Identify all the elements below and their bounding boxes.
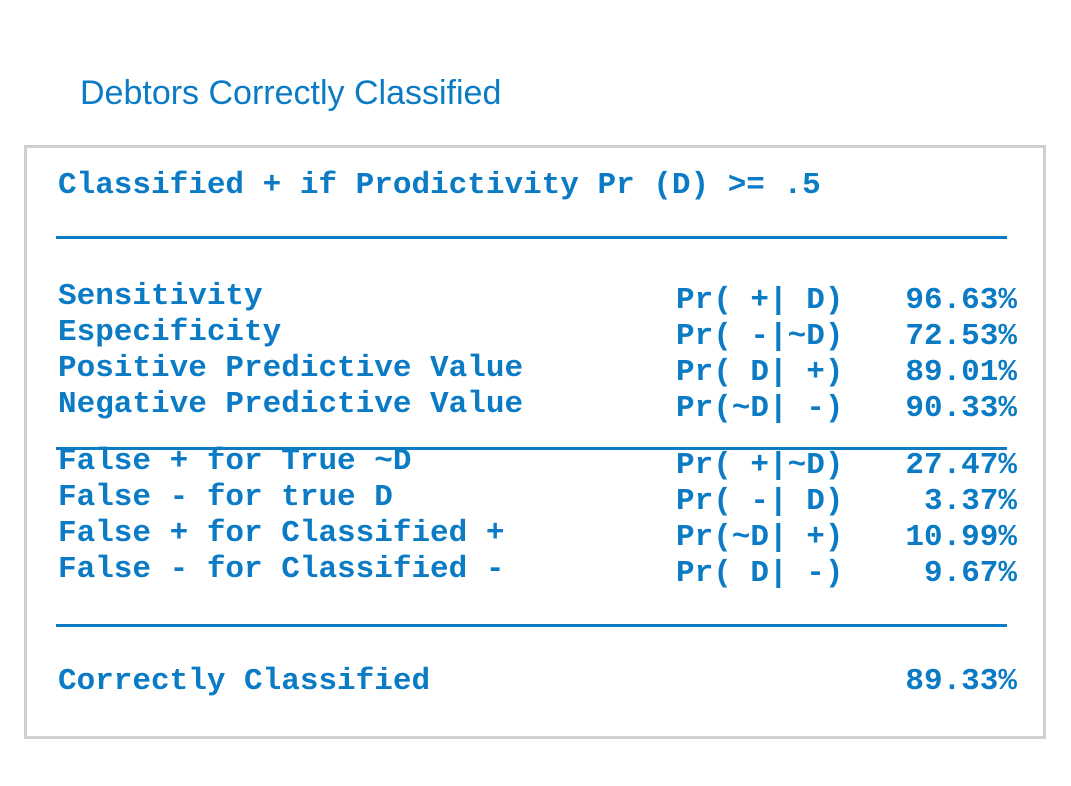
row-probability: Pr( -|~D) [676, 319, 844, 354]
row-probability: Pr( D| -) [676, 556, 844, 591]
row-probability: Pr(~D| +) [676, 520, 844, 555]
row-probability: Pr(~D| -) [676, 391, 844, 426]
divider-top [56, 236, 1007, 239]
row-value: 9.67% [923, 556, 1017, 591]
row-value: 3.37% [923, 484, 1017, 519]
classification-table-box [24, 145, 1046, 739]
table-header: Classified + if Prodictivity Pr (D) >= .… [58, 168, 821, 203]
row-label: Sensitivity [58, 279, 263, 314]
row-value: 90.33% [905, 391, 1017, 426]
row-value: 10.99% [905, 520, 1017, 555]
row-value: 72.53% [905, 319, 1017, 354]
row-label: Especificity [58, 315, 282, 350]
row-label: False - for true D [58, 480, 393, 515]
row-label: Positive Predictive Value [58, 351, 524, 386]
row-probability: Pr( D| +) [676, 355, 844, 390]
row-value: 27.47% [905, 448, 1017, 483]
row-probability: Pr( -| D) [676, 484, 844, 519]
row-probability: Pr( +| D) [676, 283, 844, 318]
row-probability: Pr( +|~D) [676, 448, 844, 483]
divider-middle [56, 447, 1007, 450]
total-value: 89.33% [905, 664, 1017, 699]
row-label: Negative Predictive Value [58, 387, 524, 422]
row-value: 89.01% [905, 355, 1017, 390]
row-label: False - for Classified - [58, 552, 505, 587]
divider-bottom [56, 624, 1007, 627]
row-label: False + for Classified + [58, 516, 505, 551]
total-label: Correctly Classified [58, 664, 431, 699]
slide-title: Debtors Correctly Classified [80, 74, 502, 112]
row-value: 96.63% [905, 283, 1017, 318]
